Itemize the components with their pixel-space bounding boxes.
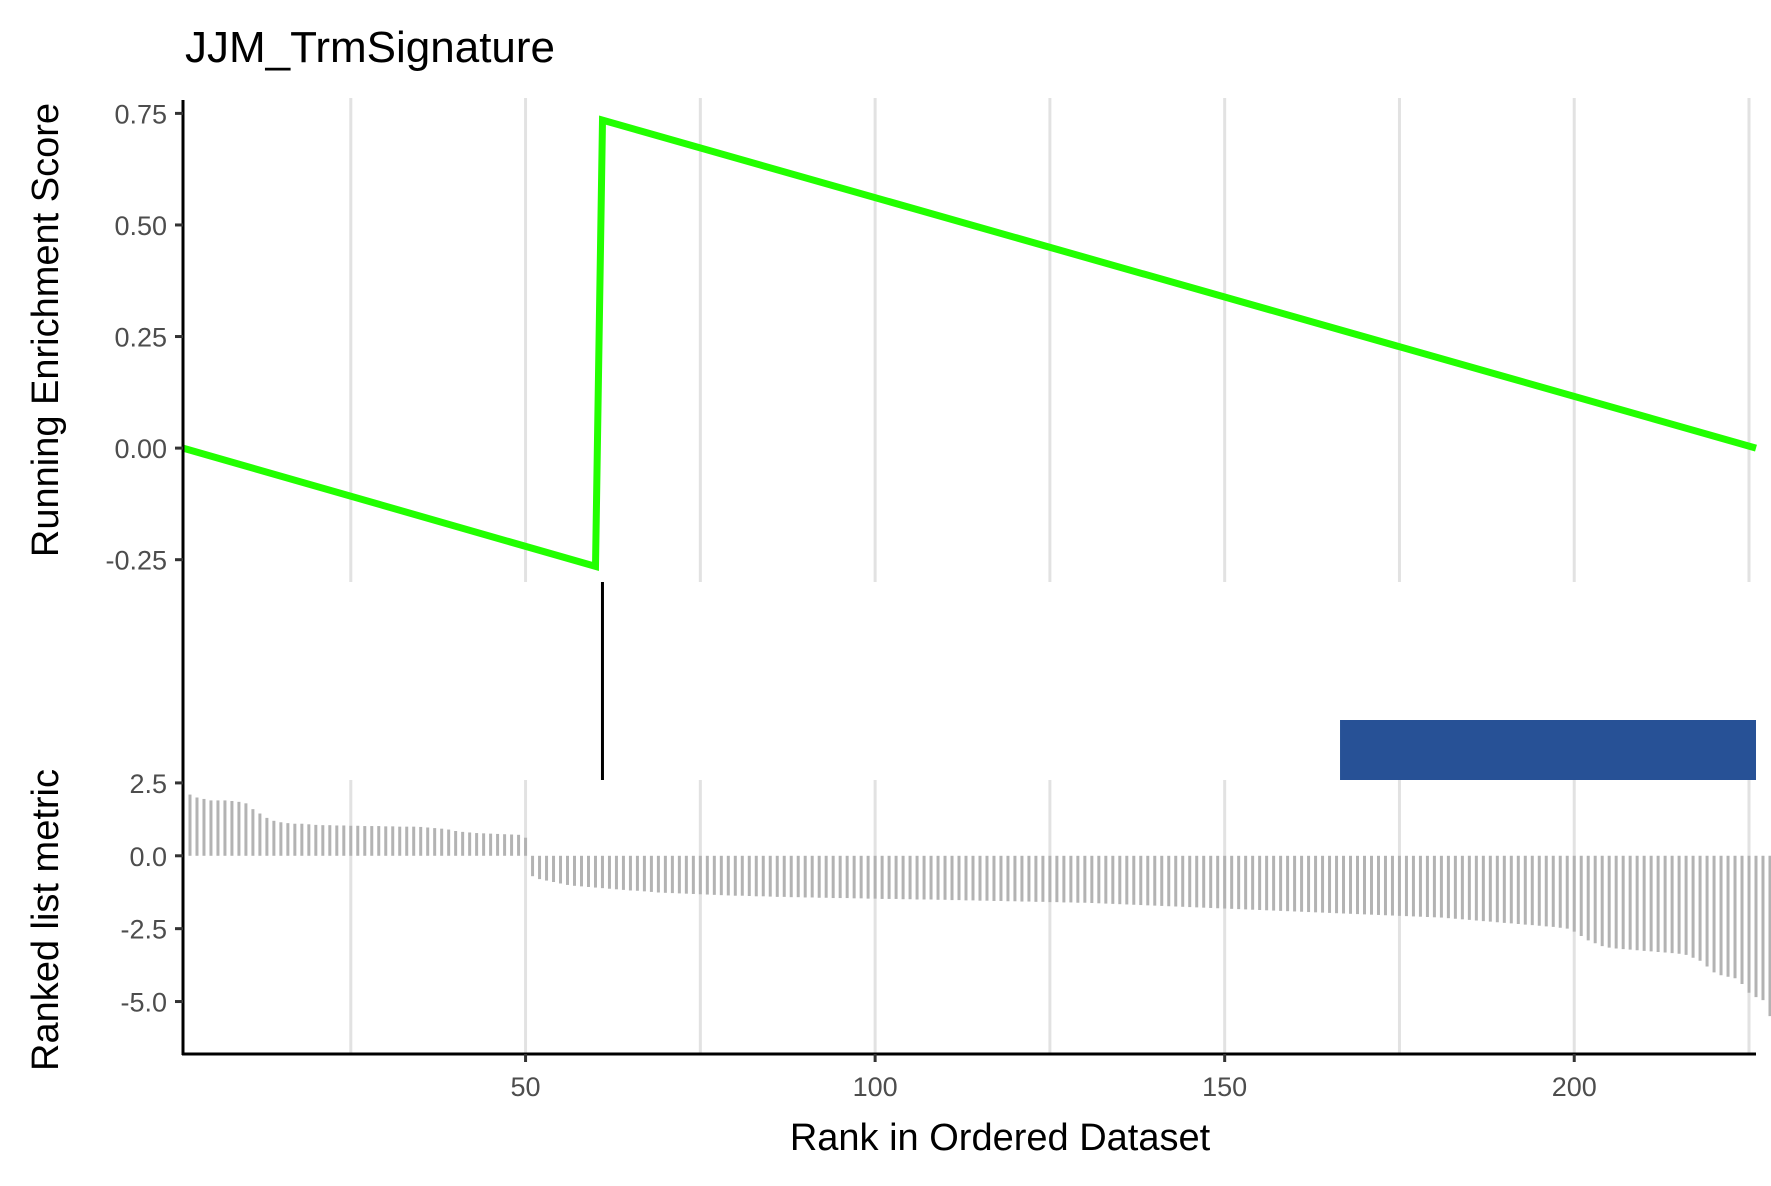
y-tick-label-top: 0.75 — [114, 99, 167, 129]
y-tick-label-bottom: 0.0 — [129, 842, 167, 872]
x-axis-title: Rank in Ordered Dataset — [790, 1117, 1211, 1159]
x-tick-label: 150 — [1202, 1072, 1247, 1102]
hit-markers — [600, 582, 1756, 780]
y-tick-label-bottom: 2.5 — [129, 769, 167, 799]
axes — [175, 100, 1756, 1062]
running-score-line — [182, 115, 1757, 572]
plot-title: JJM_TrmSignature — [185, 23, 555, 72]
y-tick-label-top: 0.25 — [114, 323, 167, 353]
running-score-lines — [182, 115, 1757, 572]
leading-edge-band — [1340, 720, 1756, 780]
y-tick-label-top: 0.00 — [114, 434, 167, 464]
grid-top-panel — [349, 98, 1751, 582]
ranked-metric-bars — [181, 791, 1771, 1017]
x-tick-label: 100 — [853, 1072, 898, 1102]
x-tick-label: 50 — [511, 1072, 541, 1102]
x-tick-label: 200 — [1552, 1072, 1597, 1102]
y-axis-title-running-score: Running Enrichment Score — [25, 103, 67, 557]
y-tick-label-top: 0.50 — [114, 211, 167, 241]
tick-labels: 50 100 150 200 -0.25 0.00 0.25 0.50 0.75 -5.0 -2.5… — [105, 99, 1596, 1102]
y-tick-label-top: -0.25 — [105, 546, 167, 576]
y-tick-label-bottom: -2.5 — [120, 915, 167, 945]
y-tick-label-bottom: -5.0 — [120, 988, 167, 1018]
y-axis-title-ranked-metric: Ranked list metric — [25, 769, 67, 1071]
